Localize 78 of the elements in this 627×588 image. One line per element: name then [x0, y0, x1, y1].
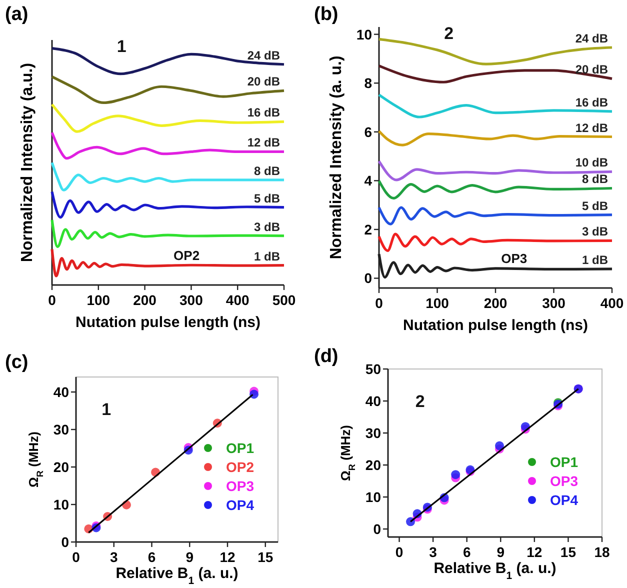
- x-tick-label: 18: [594, 544, 610, 560]
- y-tick-label: 40: [365, 393, 382, 409]
- series-label: 3 dB: [254, 220, 280, 234]
- y-tick-label: 6: [364, 124, 372, 140]
- chart-title: (a): [5, 4, 28, 25]
- y-tick-label: 0: [373, 521, 382, 537]
- y-axis-title: Normalized Intensity (a. u.): [328, 56, 345, 260]
- y-axis-title: Normalized Intensity (a.u.): [19, 62, 36, 262]
- x-tick-label: 100: [86, 292, 110, 308]
- annotation: OP2: [174, 248, 200, 263]
- x-axis-title: Relative B$_{1}$ (a. u.): [116, 565, 238, 587]
- x-tick-label: 15: [560, 544, 576, 560]
- x-tick-label: 3: [429, 544, 438, 560]
- x-tick-label: 100: [426, 295, 450, 311]
- x-tick-label: 200: [133, 292, 157, 308]
- y-tick-label: 50: [365, 361, 382, 377]
- legend-label: OP3: [550, 473, 578, 489]
- chart-title: (b): [314, 4, 338, 25]
- x-tick-label: 12: [220, 549, 236, 565]
- x-tick-label: 300: [542, 295, 566, 311]
- x-tick-label: 0: [395, 544, 404, 560]
- y-tick-label: 10: [53, 496, 70, 512]
- chart-title: (d): [314, 346, 338, 367]
- annotation: 2: [415, 392, 425, 411]
- y-tick-label: 20: [365, 457, 382, 473]
- series-label: 10 dB: [575, 156, 608, 170]
- x-tick-label: 15: [258, 549, 274, 565]
- legend-label: OP3: [226, 478, 254, 494]
- annotation: 1: [116, 37, 126, 56]
- series-label: 16 dB: [575, 95, 608, 110]
- y-tick-label: 0: [364, 270, 372, 286]
- x-tick-label: 400: [226, 292, 250, 308]
- x-tick-label: 400: [600, 295, 624, 311]
- x-tick-label: 3: [110, 549, 118, 565]
- x-tick-label: 0: [72, 549, 80, 565]
- y-tick-label: 30: [365, 425, 382, 441]
- y-tick-label: 2: [364, 221, 372, 238]
- x-tick-label: 6: [462, 544, 471, 560]
- series-label: 3 dB: [582, 224, 608, 239]
- annotation: 1: [102, 400, 112, 419]
- legend-label: OP1: [226, 440, 254, 456]
- series-label: 5 dB: [254, 191, 280, 206]
- x-tick-label: 200: [484, 295, 508, 311]
- x-tick-label: 6: [148, 549, 156, 565]
- series-label: 16 dB: [247, 106, 280, 120]
- y-tick-label: 0: [61, 534, 70, 550]
- x-tick-label: 9: [186, 549, 194, 565]
- legend-label: OP2: [226, 459, 254, 475]
- y-tick-label: 20: [53, 459, 70, 475]
- x-axis-title: Relative B$_{1}$ (a. u.): [434, 560, 556, 582]
- series-label: 12 dB: [247, 136, 280, 150]
- series-label: 12 dB: [575, 120, 608, 135]
- legend-label: OP1: [550, 454, 578, 470]
- y-tick-label: 30: [53, 422, 70, 438]
- series-label: 1 dB: [254, 249, 280, 264]
- series-label: 24 dB: [575, 31, 608, 46]
- series-label: 1 dB: [582, 252, 608, 267]
- series-label: 5 dB: [582, 198, 608, 213]
- legend-label: OP4: [226, 497, 254, 513]
- y-tick-label: 10: [356, 26, 372, 42]
- x-axis-title: Nutation pulse length (ns): [76, 314, 260, 331]
- x-axis-title: Nutation pulse length (ns): [403, 317, 588, 334]
- chart-title: (c): [5, 352, 28, 373]
- annotation: 2: [444, 24, 454, 43]
- annotation: OP3: [501, 251, 528, 266]
- x-tick-label: 9: [496, 544, 505, 560]
- y-tick-label: 4: [364, 172, 372, 189]
- legend-label: OP4: [550, 492, 578, 508]
- x-tick-label: 12: [526, 544, 542, 560]
- y-tick-label: 40: [53, 384, 70, 400]
- series-label: 8 dB: [254, 164, 280, 178]
- series-label: 8 dB: [582, 172, 608, 186]
- y-tick-label: 8: [364, 75, 372, 92]
- y-tick-label: 10: [365, 489, 382, 505]
- x-tick-label: 300: [180, 292, 204, 308]
- x-tick-label: 500: [272, 292, 296, 308]
- series-label: 24 dB: [247, 48, 280, 62]
- series-label: 20 dB: [247, 74, 280, 89]
